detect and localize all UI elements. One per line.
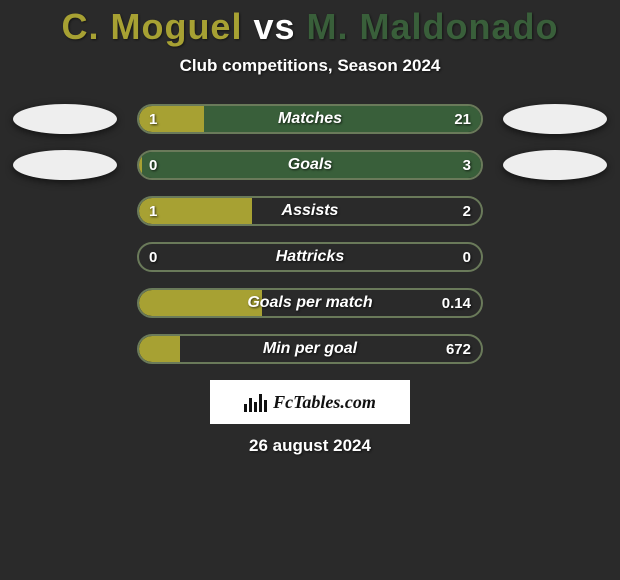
logo-badge: FcTables.com: [210, 380, 410, 424]
logo-text: FcTables.com: [273, 392, 376, 413]
stat-value-left: 0: [149, 244, 157, 270]
vs-text: vs: [253, 6, 295, 47]
stat-value-right: 3: [463, 152, 471, 178]
stat-value-left: 0: [149, 152, 157, 178]
player2-marker: [503, 104, 607, 134]
stat-value-left: 1: [149, 106, 157, 132]
stat-row: Min per goal672: [0, 334, 620, 364]
logo-bars-icon: [244, 392, 267, 412]
stat-value-right: 21: [454, 106, 471, 132]
stat-value-right: 2: [463, 198, 471, 224]
stat-value-right: 0.14: [442, 290, 471, 316]
stat-label: Hattricks: [139, 244, 481, 270]
stat-row: Matches1 21: [0, 104, 620, 134]
stat-label: Goals: [139, 152, 481, 178]
stat-bar: Hattricks0 0: [137, 242, 483, 272]
stat-label: Min per goal: [139, 336, 481, 362]
stat-bar: Assists1 2: [137, 196, 483, 226]
stat-value-right: 0: [463, 244, 471, 270]
stat-value-right: 672: [446, 336, 471, 362]
date-text: 26 august 2024: [0, 436, 620, 456]
stat-row: Hattricks0 0: [0, 242, 620, 272]
subtitle: Club competitions, Season 2024: [0, 56, 620, 76]
stat-rows: Matches121Goals03Assists12Hattricks00Goa…: [0, 104, 620, 364]
stat-bar: Goals0 3: [137, 150, 483, 180]
stat-value-left: 1: [149, 198, 157, 224]
stat-row: Goals0 3: [0, 150, 620, 180]
stat-row: Assists1 2: [0, 196, 620, 226]
page-title: C. Moguel vs M. Maldonado: [0, 6, 620, 48]
stat-label: Matches: [139, 106, 481, 132]
stat-label: Goals per match: [139, 290, 481, 316]
stat-bar: Min per goal672: [137, 334, 483, 364]
player2-marker: [503, 150, 607, 180]
stat-row: Goals per match0.14: [0, 288, 620, 318]
stat-bar: Goals per match0.14: [137, 288, 483, 318]
comparison-infographic: C. Moguel vs M. Maldonado Club competiti…: [0, 0, 620, 456]
player1-marker: [13, 150, 117, 180]
stat-label: Assists: [139, 198, 481, 224]
player1-marker: [13, 104, 117, 134]
player2-name: M. Maldonado: [307, 6, 559, 47]
player1-name: C. Moguel: [61, 6, 242, 47]
stat-bar: Matches1 21: [137, 104, 483, 134]
